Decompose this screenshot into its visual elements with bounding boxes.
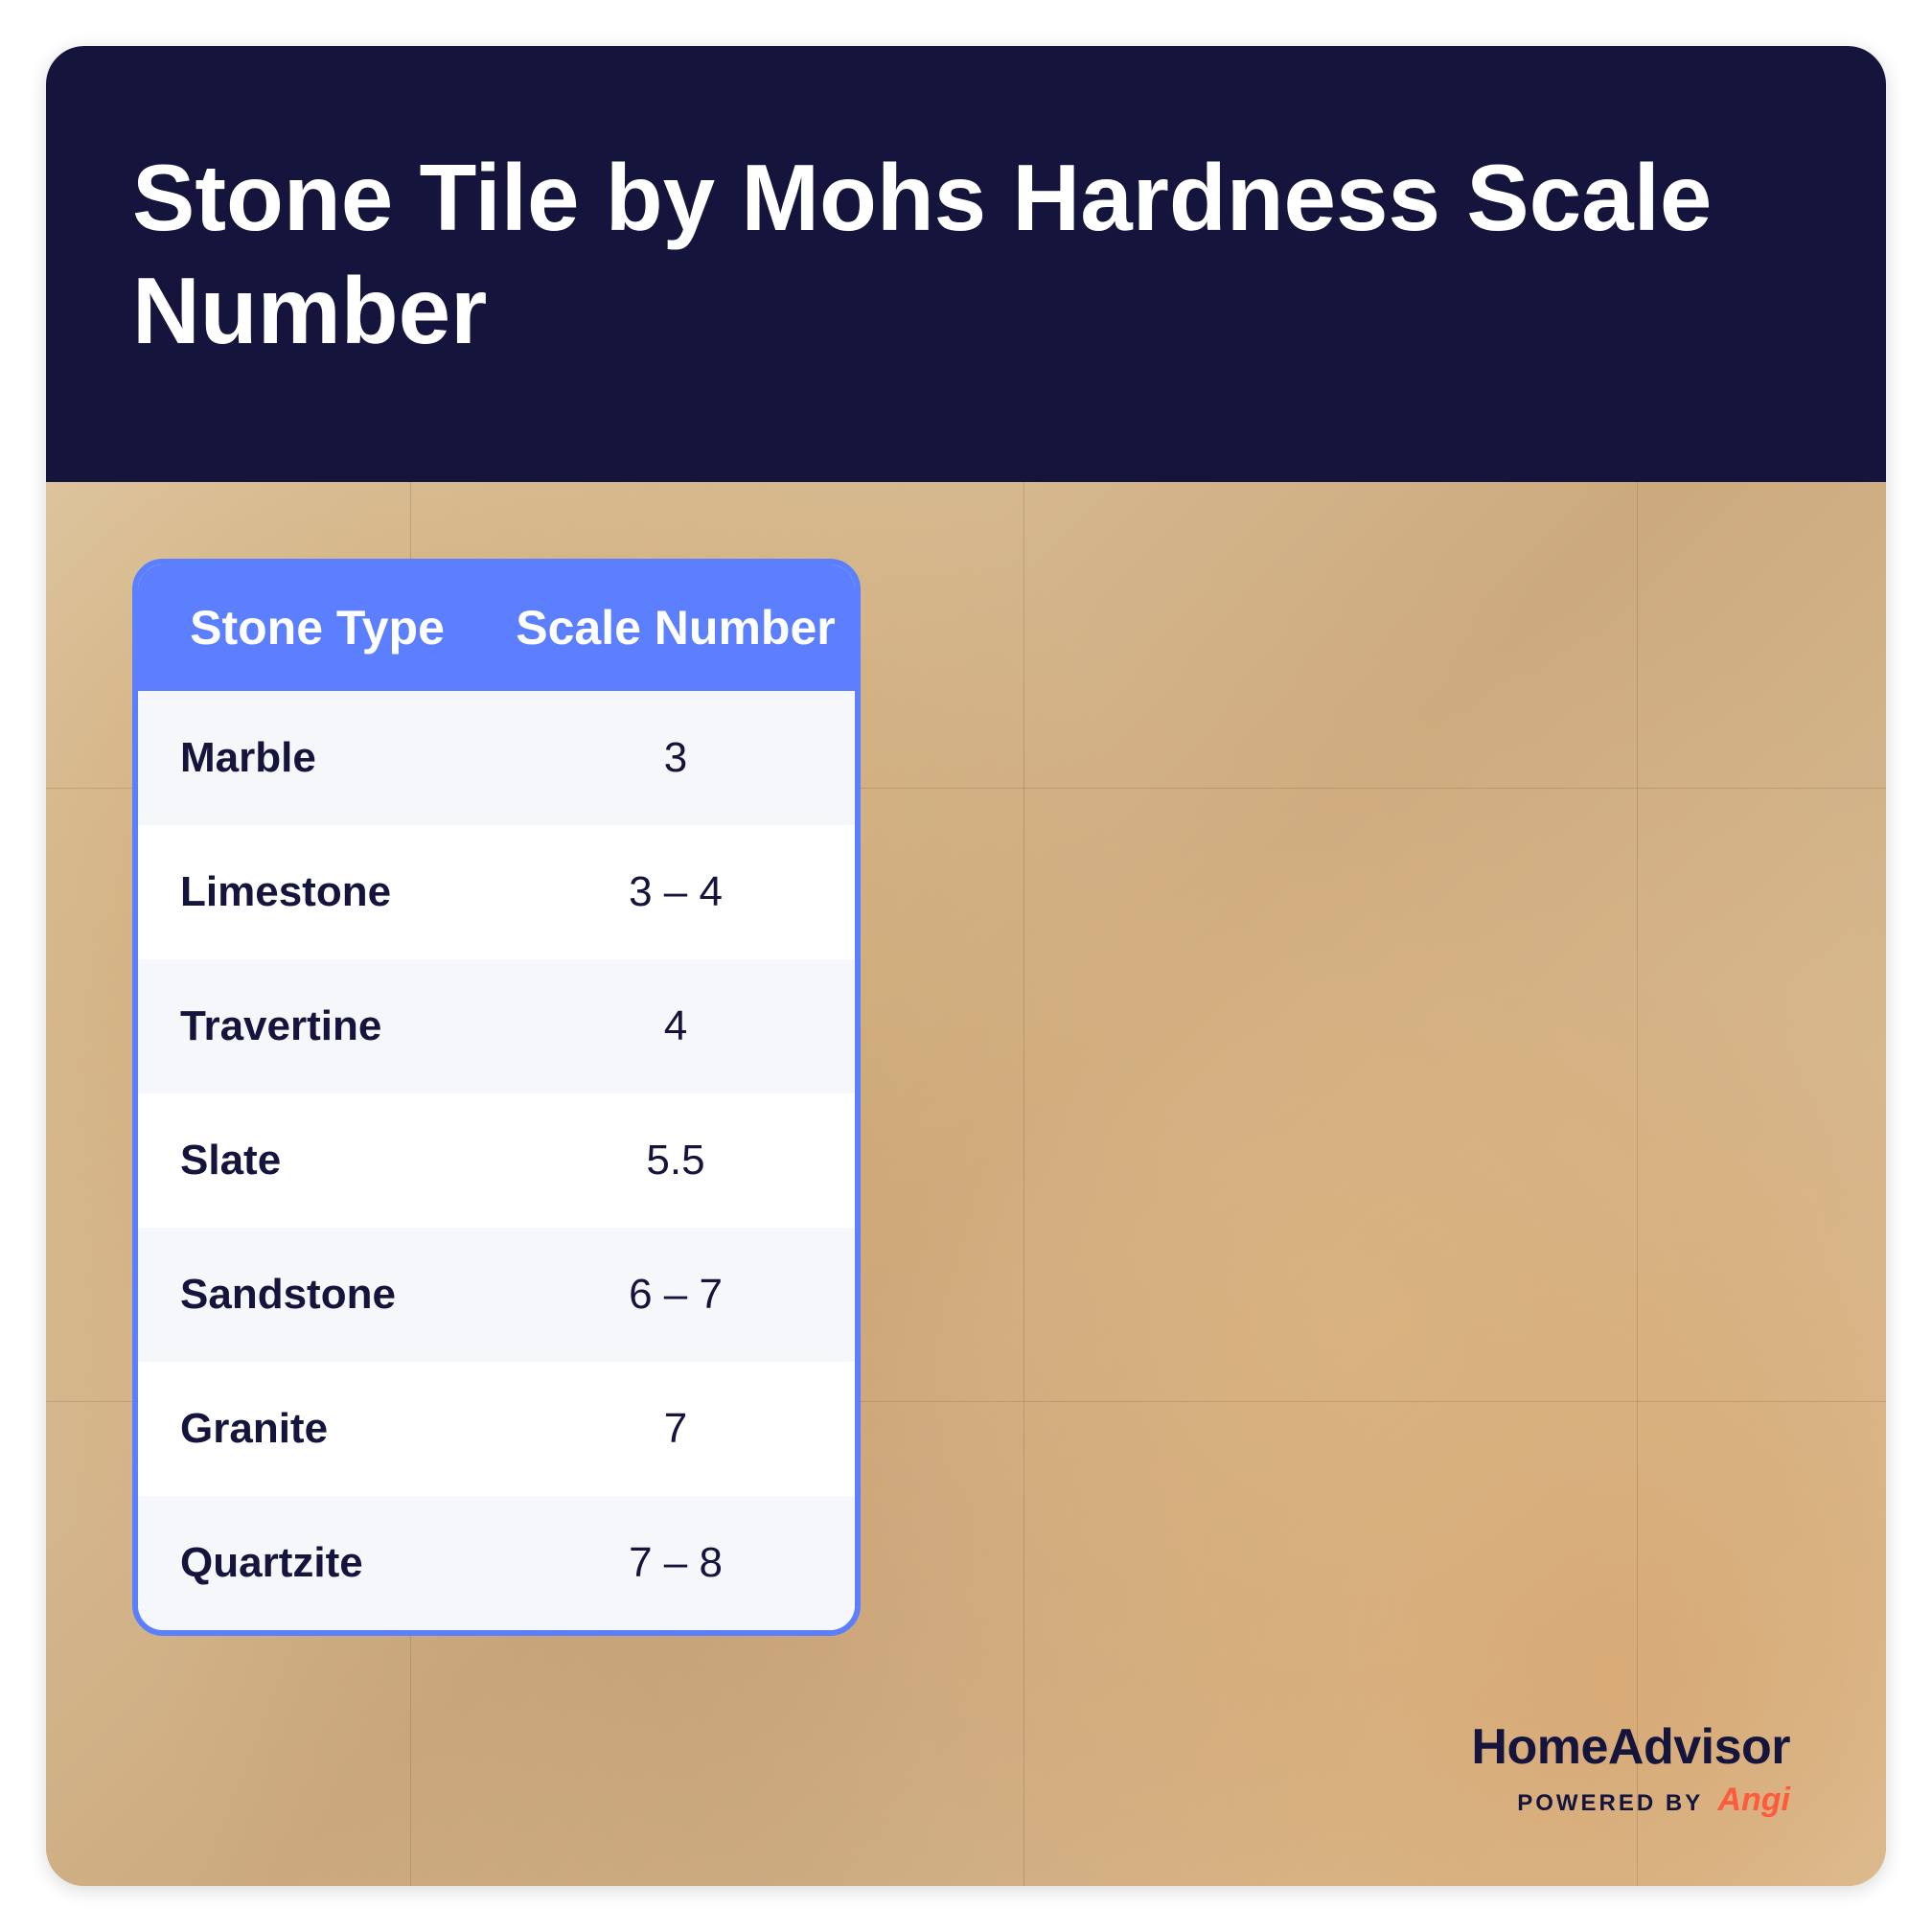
number-cell: 7 bbox=[496, 1367, 855, 1491]
powered-by-label: POWERED BY bbox=[1517, 1790, 1703, 1816]
hardness-table: Stone Type Scale Number Marble 3 Limesto… bbox=[132, 559, 861, 1636]
table-body: Marble 3 Limestone 3 – 4 Travertine 4 Sl… bbox=[138, 691, 855, 1630]
stone-cell: Sandstone bbox=[138, 1232, 496, 1357]
brand-logo-text: HomeAdvisor bbox=[1471, 1718, 1790, 1776]
stone-cell: Quartzite bbox=[138, 1501, 496, 1625]
infographic-card: Stone Tile by Mohs Hardness Scale Number… bbox=[46, 46, 1886, 1886]
stone-cell: Slate bbox=[138, 1098, 496, 1223]
table-row: Slate 5.5 bbox=[138, 1093, 855, 1228]
table-row: Limestone 3 – 4 bbox=[138, 825, 855, 959]
number-cell: 3 bbox=[496, 696, 855, 820]
number-cell: 3 – 4 bbox=[496, 830, 855, 954]
table-row: Quartzite 7 – 8 bbox=[138, 1496, 855, 1630]
table-row: Sandstone 6 – 7 bbox=[138, 1228, 855, 1362]
stone-cell: Travertine bbox=[138, 964, 496, 1089]
stone-cell: Limestone bbox=[138, 830, 496, 954]
page-title: Stone Tile by Mohs Hardness Scale Number bbox=[132, 142, 1800, 367]
angi-logo-text: Angi bbox=[1717, 1782, 1790, 1818]
col-header-stone: Stone Type bbox=[138, 564, 496, 691]
table-row: Travertine 4 bbox=[138, 959, 855, 1093]
col-header-number: Scale Number bbox=[496, 564, 855, 691]
branding-block: HomeAdvisor POWERED BY Angi bbox=[1471, 1718, 1790, 1819]
brand-powered-by: POWERED BY Angi bbox=[1471, 1782, 1790, 1819]
stone-cell: Marble bbox=[138, 696, 496, 820]
content-body: Stone Type Scale Number Marble 3 Limesto… bbox=[46, 482, 1886, 1886]
number-cell: 6 – 7 bbox=[496, 1232, 855, 1357]
table-header-row: Stone Type Scale Number bbox=[138, 564, 855, 691]
number-cell: 7 – 8 bbox=[496, 1501, 855, 1625]
table-row: Granite 7 bbox=[138, 1362, 855, 1496]
title-header: Stone Tile by Mohs Hardness Scale Number bbox=[46, 46, 1886, 482]
stone-cell: Granite bbox=[138, 1367, 496, 1491]
table-row: Marble 3 bbox=[138, 691, 855, 825]
number-cell: 4 bbox=[496, 964, 855, 1089]
number-cell: 5.5 bbox=[496, 1098, 855, 1223]
